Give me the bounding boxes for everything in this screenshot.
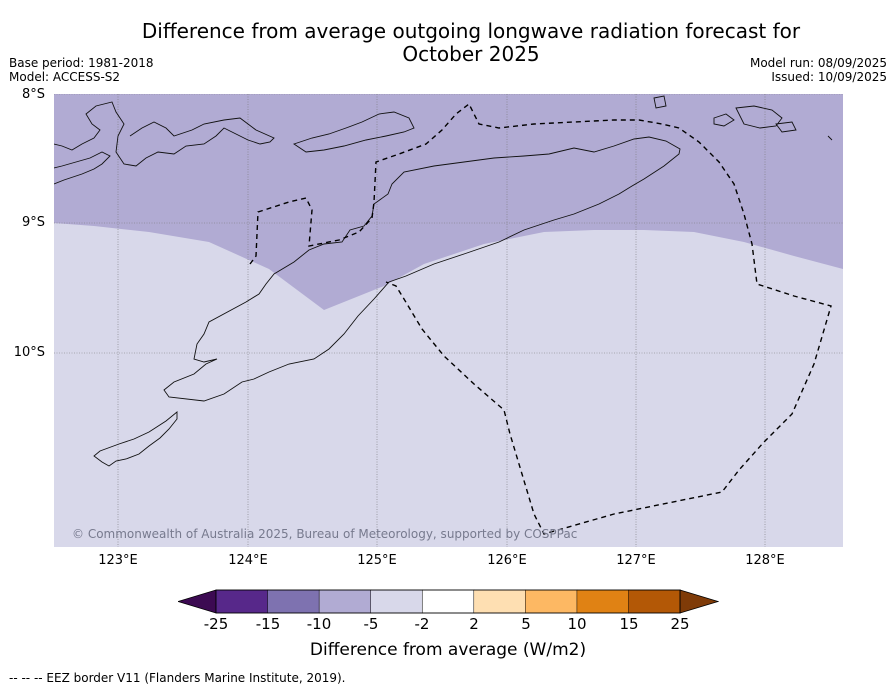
colorbar-extend-low	[178, 589, 217, 614]
colorbar-segment	[473, 589, 527, 614]
cb-tick-8: 10	[567, 615, 587, 633]
coastline-wetar	[292, 111, 415, 153]
cb-tick-5: -2	[414, 615, 430, 633]
colorbar-segment	[576, 589, 630, 614]
lon-label-128e: 128°E	[745, 553, 785, 568]
colorbar-segment	[525, 589, 578, 614]
lon-label-126e: 126°E	[487, 553, 527, 568]
title-line-2: October 2025	[402, 42, 540, 66]
lat-label-10s: 10°S	[13, 345, 45, 360]
lon-label-123e: 123°E	[98, 553, 138, 568]
meta-right: Model run: 08/09/2025 Issued: 10/09/2025	[750, 56, 887, 84]
coastline-north-islands	[54, 101, 275, 185]
base-period: Base period: 1981-2018	[9, 56, 154, 70]
lat-label-9s: 9°S	[21, 215, 45, 230]
colorbar-segment	[318, 589, 372, 614]
colorbar-segment	[421, 589, 475, 614]
colorbar-frame	[215, 589, 681, 614]
lon-label-125e: 125°E	[357, 553, 397, 568]
cb-tick-1: -25	[203, 615, 229, 633]
colorbar-extend-high	[679, 589, 719, 614]
cb-tick-6: 2	[469, 615, 479, 633]
title-line-1: Difference from average outgoing longwav…	[141, 19, 801, 43]
coastline-timor	[163, 136, 681, 402]
eez-border	[249, 102, 832, 535]
issued-date: Issued: 10/09/2025	[771, 70, 887, 84]
map-panel: © Commonwealth of Australia 2025, Bureau…	[54, 94, 843, 547]
map-title: Difference from average outgoing longwav…	[80, 20, 862, 66]
anomaly-fill-minus10-to-minus5	[54, 94, 843, 310]
colorbar-segment	[370, 589, 423, 614]
cb-tick-10: 25	[670, 615, 690, 633]
cb-tick-3: -10	[306, 615, 332, 633]
cb-tick-2: -15	[255, 615, 281, 633]
cb-tick-4: -5	[363, 615, 379, 633]
model-name: Model: ACCESS-S2	[9, 70, 121, 84]
copyright-credit: © Commonwealth of Australia 2025, Bureau…	[72, 527, 577, 541]
coastlines	[54, 95, 833, 467]
meta-left: Base period: 1981-2018 Model: ACCESS-S2	[9, 56, 154, 84]
colorbar-segments	[178, 589, 719, 614]
lon-label-124e: 124°E	[228, 553, 268, 568]
eez-footnote: -- -- -- EEZ border V11 (Flanders Marine…	[9, 671, 346, 685]
coastline-rote	[93, 411, 178, 467]
coastline-east-islands	[653, 95, 833, 141]
cb-tick-7: 5	[521, 615, 531, 633]
lon-label-127e: 127°E	[616, 553, 656, 568]
lat-label-8s: 8°S	[21, 87, 45, 102]
grid-lines	[54, 94, 843, 547]
colorbar-label: Difference from average (W/m2)	[309, 640, 587, 660]
cb-tick-9: 15	[619, 615, 639, 633]
colorbar-segment	[267, 589, 320, 614]
colorbar-segment	[628, 589, 681, 614]
colorbar	[178, 589, 719, 614]
model-run: Model run: 08/09/2025	[749, 56, 887, 70]
colorbar-segment	[215, 589, 269, 614]
